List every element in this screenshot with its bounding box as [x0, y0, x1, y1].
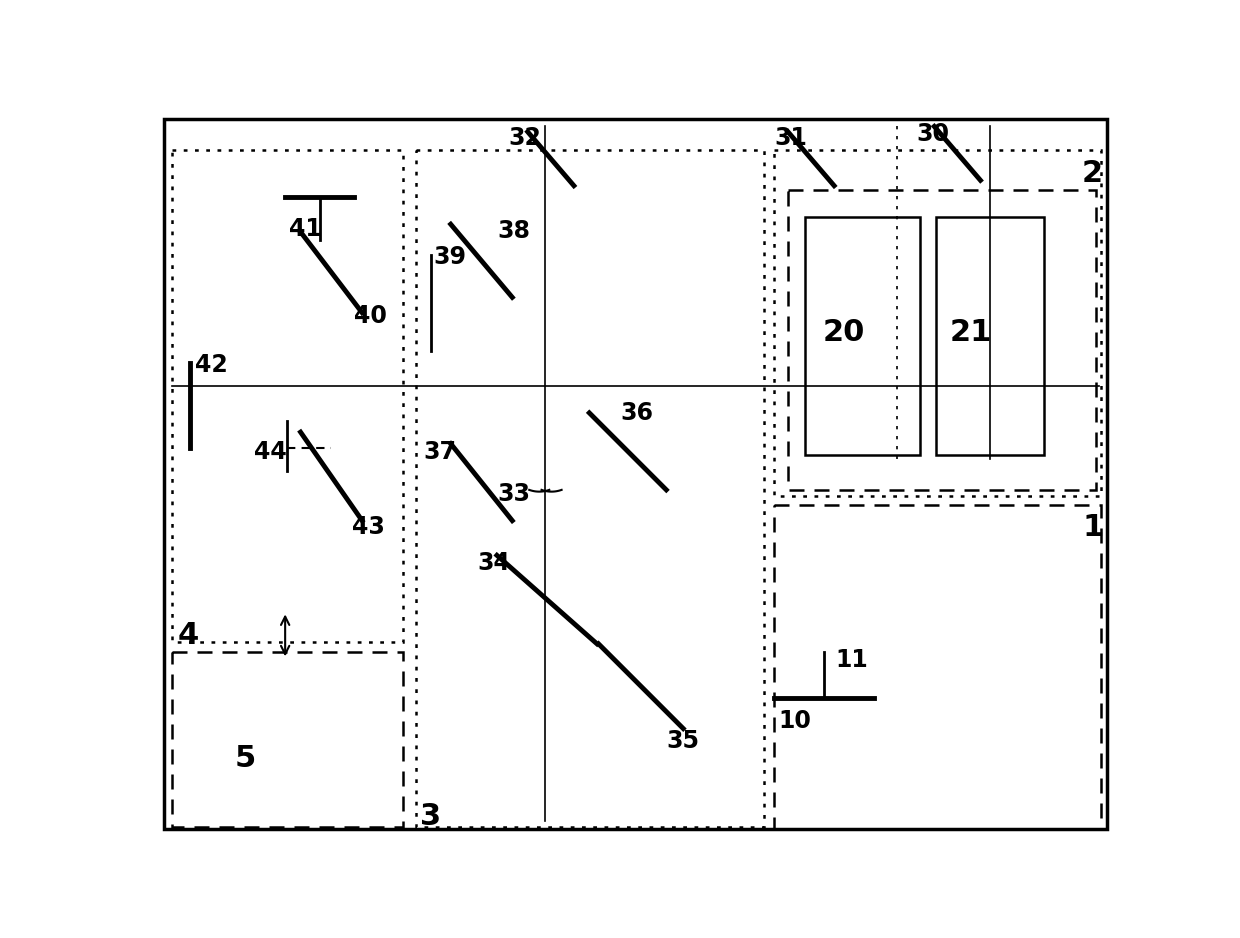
Bar [172, 652, 403, 827]
Text: 4: 4 [177, 621, 198, 650]
Text: 5: 5 [236, 744, 257, 773]
Text: 44: 44 [254, 440, 288, 463]
Text: 21: 21 [950, 317, 992, 346]
Text: 30: 30 [916, 122, 950, 145]
Text: 42: 42 [195, 353, 228, 377]
Text: 31: 31 [774, 127, 807, 150]
Text: 3: 3 [420, 802, 441, 831]
Text: 1: 1 [1083, 513, 1104, 542]
Bar [774, 149, 1101, 496]
Text: 34: 34 [477, 552, 511, 575]
Bar [805, 217, 920, 455]
Text: 40: 40 [355, 304, 387, 327]
Text: 20: 20 [822, 317, 864, 346]
Bar [936, 217, 1044, 455]
Text: 11: 11 [836, 648, 868, 672]
Text: 10: 10 [777, 709, 811, 734]
Bar [787, 189, 1096, 490]
Bar [172, 149, 403, 643]
Text: 33: 33 [497, 482, 529, 507]
Text: 43: 43 [352, 515, 384, 538]
Text: 39: 39 [434, 245, 466, 269]
Text: 36: 36 [620, 401, 653, 425]
Text: 32: 32 [508, 127, 542, 150]
Text: 38: 38 [497, 219, 529, 243]
Text: 37: 37 [424, 440, 456, 463]
Text: 41: 41 [289, 217, 321, 240]
Bar [417, 149, 764, 827]
Text: 2: 2 [1083, 159, 1104, 188]
Text: 35: 35 [666, 729, 699, 752]
Bar [774, 506, 1101, 828]
